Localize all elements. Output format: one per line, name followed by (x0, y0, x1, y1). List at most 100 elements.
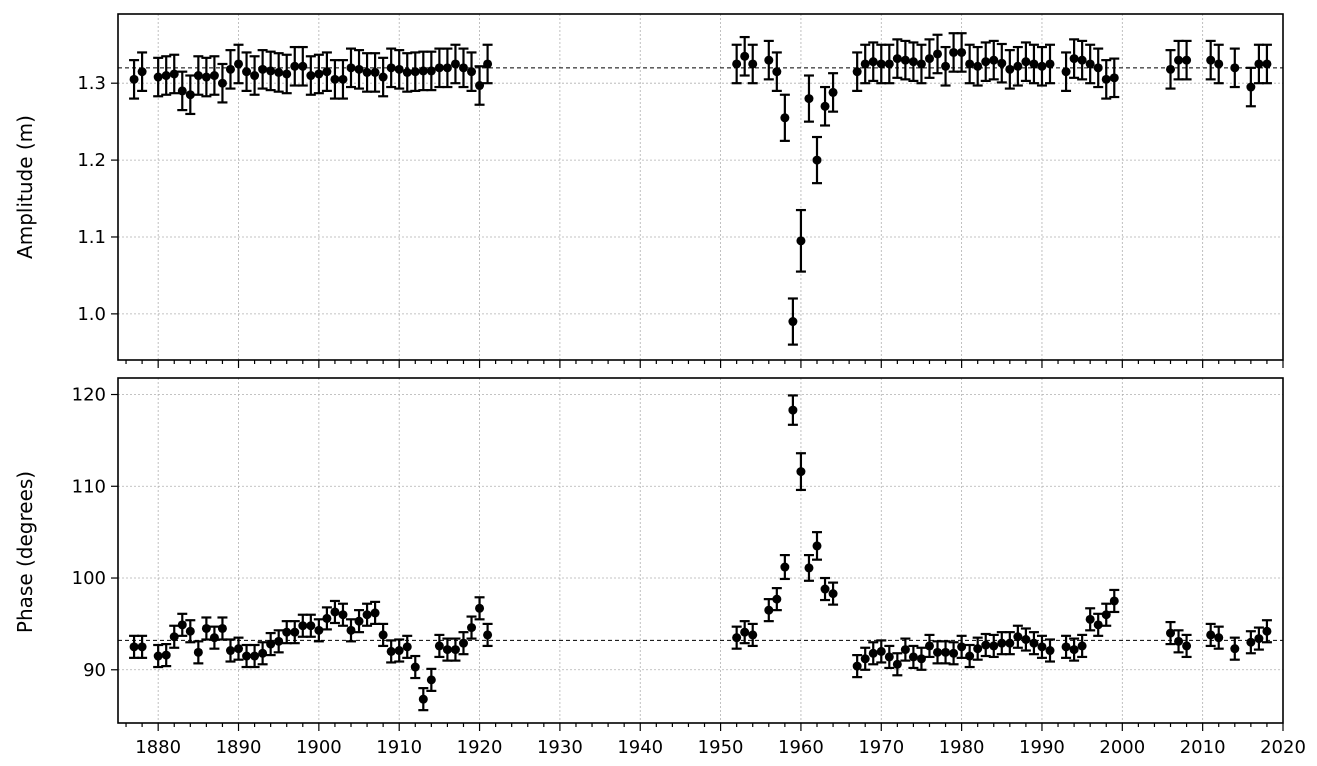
amplitude-point-1878 (137, 51, 148, 92)
phase-marker-1980 (957, 642, 967, 652)
phase-point-1903 (337, 602, 348, 627)
phase-marker-1984 (989, 641, 999, 651)
amplitude-marker-1887 (209, 71, 219, 81)
amplitude-point-1973 (900, 39, 911, 81)
amplitude-marker-2018 (1262, 59, 1272, 69)
amplitude-point-1990 (1036, 45, 1047, 87)
phase-xtick-label-1920: 1920 (457, 737, 503, 758)
amplitude-marker-2007 (1174, 55, 1184, 65)
phase-point-1952 (731, 625, 742, 650)
phase-xtick-label-1990: 1990 (1019, 737, 1065, 758)
phase-xtick-label-2010: 2010 (1180, 737, 1226, 758)
phase-point-1911 (402, 634, 413, 659)
amplitude-marker-1984 (989, 55, 999, 65)
phase-point-1960 (795, 452, 806, 492)
phase-point-2008 (1181, 633, 1192, 659)
amplitude-marker-1990 (1037, 61, 1047, 71)
phase-point-1901 (321, 606, 332, 631)
phase-marker-1970 (876, 646, 886, 656)
amplitude-marker-1981 (965, 59, 975, 69)
amplitude-marker-1886 (201, 72, 211, 82)
amplitude-point-1981 (964, 43, 975, 85)
amplitude-point-1890 (233, 43, 244, 85)
amplitude-marker-1895 (274, 67, 284, 77)
phase-marker-1982 (973, 644, 983, 654)
phase-point-1898 (297, 613, 308, 638)
amplitude-point-1982 (972, 45, 983, 87)
amplitude-marker-1888 (217, 78, 227, 88)
amplitude-point-1920 (474, 65, 485, 106)
amplitude-point-2012 (1213, 43, 1224, 85)
amplitude-marker-1907 (370, 67, 380, 77)
phase-point-1990 (1036, 634, 1047, 659)
amplitude-marker-1881 (161, 71, 171, 81)
phase-marker-1960 (796, 467, 806, 477)
phase-marker-1885 (193, 647, 203, 657)
phase-point-1915 (434, 633, 445, 659)
phase-point-1918 (458, 631, 469, 656)
phase-marker-1889 (225, 646, 235, 656)
phase-marker-1918 (458, 638, 468, 648)
phase-point-2018 (1261, 619, 1272, 644)
phase-point-1998 (1101, 602, 1112, 627)
amplitude-marker-1920 (475, 81, 485, 91)
phase-marker-1902 (330, 607, 340, 617)
amplitude-marker-1894 (266, 66, 276, 76)
amplitude-marker-1959 (788, 317, 798, 327)
phase-marker-1998 (1101, 610, 1111, 620)
amplitude-point-1977 (932, 33, 943, 75)
phase-marker-1993 (1061, 642, 1071, 652)
amplitude-marker-1912 (410, 67, 420, 77)
amplitude-marker-1996 (1085, 59, 1095, 69)
amplitude-ytick-label-3: 1.3 (77, 73, 106, 94)
amplitude-point-1980 (956, 32, 967, 73)
phase-marker-1977 (933, 647, 943, 657)
phase-marker-1957 (772, 594, 782, 604)
phase-marker-1999 (1109, 596, 1119, 606)
amplitude-point-1882 (169, 53, 180, 95)
phase-point-1902 (329, 599, 340, 625)
amplitude-point-1997 (1093, 47, 1104, 89)
phase-marker-1881 (161, 650, 171, 660)
phase-marker-1891 (242, 651, 252, 661)
amplitude-axis-label: Amplitude (m) (13, 115, 37, 259)
phase-point-1894 (265, 631, 276, 657)
phase-point-1973 (900, 637, 911, 662)
phase-panel: Phase (degrees) 90 100 110 120 1880 1890 1900 1… (13, 377, 1306, 758)
amplitude-point-1909 (386, 47, 397, 89)
phase-point-1885 (193, 640, 204, 665)
amplitude-point-1903 (337, 59, 348, 100)
amplitude-marker-1985 (997, 58, 1007, 68)
amplitude-panel: Amplitude (m) 1.0 1.1 1.2 1.3 (13, 13, 1284, 368)
phase-point-1993 (1061, 634, 1072, 659)
phase-marker-1878 (137, 642, 147, 652)
phase-marker-2012 (1214, 633, 1224, 643)
amplitude-point-1967 (852, 51, 863, 92)
phase-marker-2007 (1174, 636, 1184, 646)
amplitude-marker-1890 (234, 59, 244, 69)
amplitude-marker-1913 (418, 66, 428, 76)
phase-point-1900 (313, 618, 324, 643)
phase-point-1961 (803, 553, 814, 582)
amplitude-point-1958 (779, 93, 790, 142)
phase-point-1886 (201, 616, 212, 641)
amplitude-marker-1905 (354, 64, 364, 74)
amplitude-marker-1978 (941, 61, 951, 71)
amplitude-marker-1885 (193, 71, 203, 81)
phase-point-1999 (1109, 588, 1120, 614)
phase-marker-1907 (370, 608, 380, 618)
phase-marker-1893 (258, 648, 268, 658)
phase-marker-1909 (386, 646, 396, 656)
amplitude-marker-1976 (924, 54, 934, 64)
amplitude-point-2018 (1261, 43, 1272, 85)
phase-marker-1959 (788, 405, 798, 415)
phase-marker-1952 (732, 633, 742, 643)
amplitude-marker-1967 (852, 67, 862, 77)
phase-marker-1979 (949, 648, 959, 658)
amplitude-point-1974 (908, 41, 919, 82)
phase-point-1904 (346, 618, 356, 643)
phase-marker-1972 (892, 659, 902, 669)
phase-point-1979 (948, 641, 959, 666)
phase-point-2007 (1173, 629, 1184, 654)
